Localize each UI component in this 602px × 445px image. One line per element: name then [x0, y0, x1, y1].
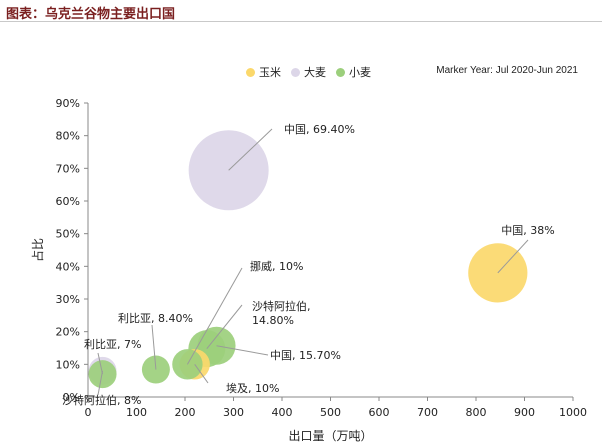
legend-item-wheat: 小麦 — [336, 64, 371, 80]
y-tick-label: 50% — [56, 228, 80, 241]
leader-line — [194, 364, 209, 384]
leader-line — [216, 345, 269, 356]
legend-dot-wheat — [336, 67, 345, 77]
leader-line — [97, 352, 104, 375]
legend-item-corn: 玉米 — [246, 64, 281, 80]
x-tick-label: 300 — [223, 406, 244, 419]
y-tick-label: 40% — [56, 260, 80, 273]
chart-legend: 玉米 大麦 小麦 — [246, 64, 381, 80]
marker-year-note: Marker Year: Jul 2020-Jun 2021 — [436, 65, 578, 76]
y-tick-label: 10% — [56, 358, 80, 371]
x-tick-label: 800 — [466, 406, 487, 419]
x-tick-label: 400 — [272, 406, 293, 419]
x-tick-label: 500 — [320, 406, 341, 419]
leader-line — [497, 239, 529, 274]
legend-dot-barley — [291, 67, 300, 77]
data-label: 中国, 15.70% — [270, 349, 341, 362]
leader-line — [186, 267, 243, 365]
leader-line — [97, 370, 104, 396]
x-tick-label: 900 — [514, 406, 535, 419]
x-tick-label: 100 — [126, 406, 147, 419]
data-label: 中国, 69.40% — [284, 123, 355, 136]
title-divider — [0, 21, 602, 22]
data-label: 利比亚, 8.40% — [118, 312, 193, 325]
y-tick-label: 0% — [63, 391, 80, 404]
x-tick-label: 0 — [85, 406, 92, 419]
x-tick-label: 1000 — [559, 406, 587, 419]
x-tick-label: 600 — [369, 406, 390, 419]
y-tick-label: 60% — [56, 195, 80, 208]
y-tick-label: 20% — [56, 326, 80, 339]
y-tick-label: 90% — [56, 97, 80, 110]
legend-label-wheat: 小麦 — [349, 66, 371, 79]
leader-line — [228, 128, 273, 171]
legend-label-corn: 玉米 — [259, 66, 281, 79]
data-label: 埃及, 10% — [226, 381, 279, 395]
page-title: 图表：乌克兰谷物主要出口国 — [6, 7, 176, 22]
leader-line — [206, 304, 243, 349]
y-tick-label: 70% — [56, 162, 80, 175]
y-axis-title: 占比 — [30, 238, 45, 262]
data-label: 中国, 38% — [501, 224, 554, 237]
leader-line — [151, 324, 157, 370]
data-label: 沙特阿拉伯, 8% — [62, 393, 141, 407]
data-label: 14.80% — [252, 314, 294, 327]
legend-dot-corn — [246, 67, 255, 77]
x-tick-label: 200 — [175, 406, 196, 419]
data-label: 利比亚, 7% — [84, 338, 141, 351]
y-tick-label: 80% — [56, 130, 80, 143]
y-tick-label: 30% — [56, 293, 80, 306]
x-axis-title: 出口量（万吨） — [288, 429, 372, 443]
page-header: 图表：乌克兰谷物主要出口国 — [0, 0, 602, 22]
data-label: 沙特阿拉伯, — [252, 299, 311, 313]
data-label: 挪威, 10% — [250, 259, 303, 273]
legend-label-barley: 大麦 — [304, 66, 326, 79]
legend-item-barley: 大麦 — [291, 64, 326, 80]
x-tick-label: 700 — [417, 406, 438, 419]
